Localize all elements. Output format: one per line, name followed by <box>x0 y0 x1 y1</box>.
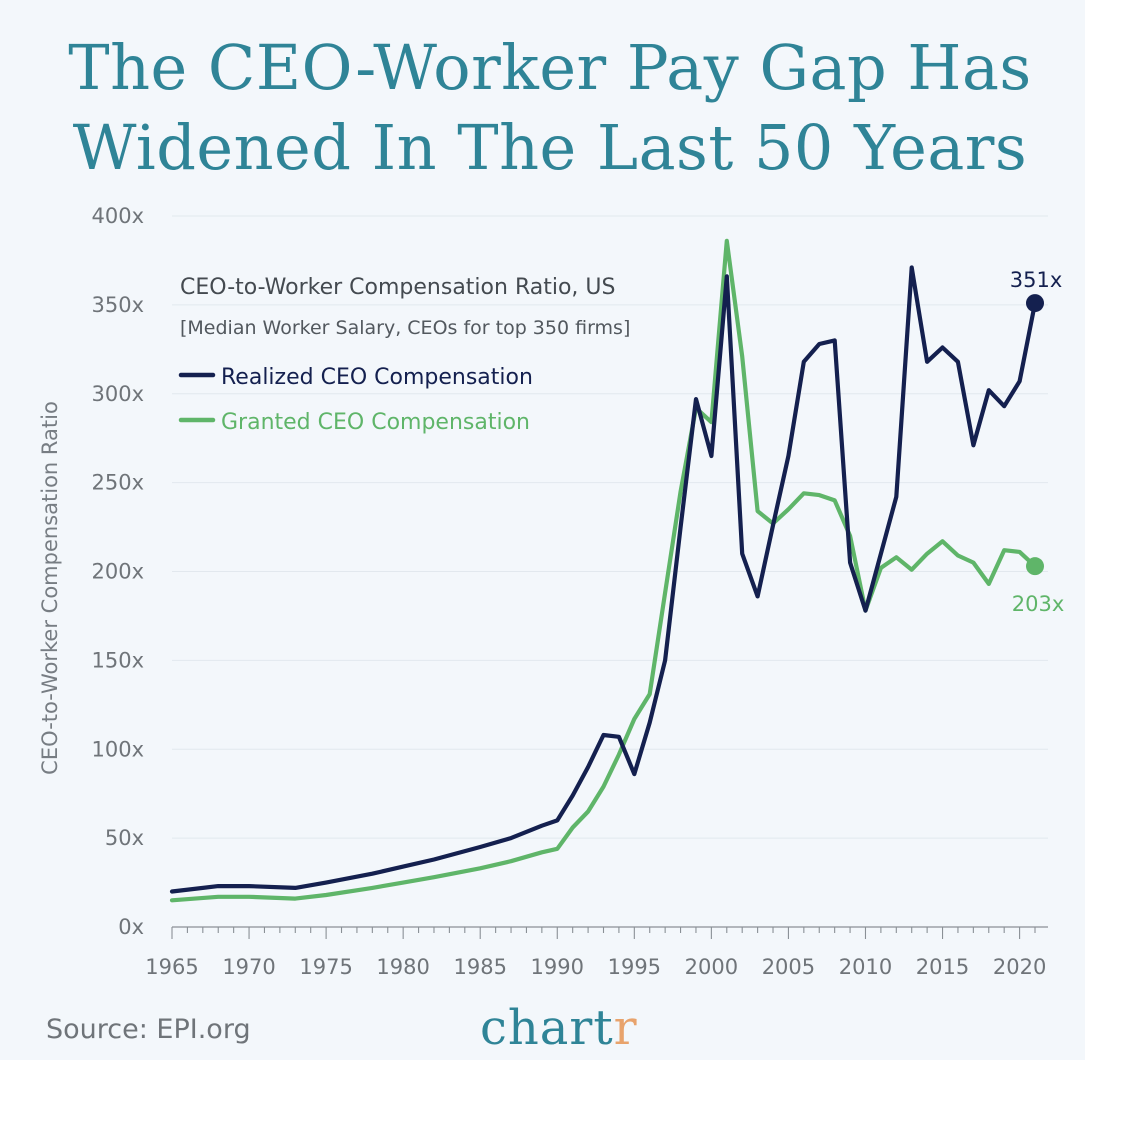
x-tick-label: 1995 <box>608 955 661 979</box>
y-tick-label: 50x <box>105 826 144 850</box>
chart-subtitle: [Median Worker Salary, CEOs for top 350 … <box>180 317 630 339</box>
series-line-granted <box>169 238 1038 903</box>
x-tick-label: 1990 <box>531 955 584 979</box>
x-tick-label: 2000 <box>685 955 738 979</box>
page-title: The CEO-Worker Pay Gap Has Widened In Th… <box>30 28 1070 188</box>
x-tick-label: 2010 <box>839 955 892 979</box>
series-line-realized <box>169 265 1038 894</box>
y-tick-label: 300x <box>91 382 144 406</box>
brand-logo-accent: r <box>613 1000 638 1056</box>
y-tick-label: 250x <box>91 471 144 495</box>
y-tick-label: 100x <box>91 737 144 761</box>
x-tick-label: 2020 <box>993 955 1046 979</box>
x-tick-label: 1985 <box>453 955 506 979</box>
source-credit: Source: EPI.org <box>46 1014 251 1045</box>
x-tick-label: 1980 <box>376 955 429 979</box>
legend: CEO-to-Worker Compensation Ratio, US [Me… <box>178 275 630 435</box>
title-line-1: The CEO-Worker Pay Gap Has <box>68 31 1032 104</box>
x-tick-label: 2015 <box>916 955 969 979</box>
series-end-point-granted <box>1026 557 1044 576</box>
x-tick-label: 1970 <box>222 955 275 979</box>
x-tick-label: 1965 <box>145 955 198 979</box>
chart-title: CEO-to-Worker Compensation Ratio, US <box>180 275 615 300</box>
y-tick-label: 400x <box>91 204 144 228</box>
brand-logo: chartr <box>480 1000 638 1056</box>
x-tick-label: 1975 <box>299 955 352 979</box>
legend-label-realized: Realized CEO Compensation <box>221 365 533 390</box>
x-axis: 1965 1970 1975 1980 1985 1990 1995 2000 2005 2010… <box>145 926 1048 979</box>
legend-label-granted: Granted CEO Compensation <box>221 410 530 435</box>
y-tick-label: 350x <box>91 293 144 317</box>
y-tick-label: 150x <box>91 648 144 672</box>
y-axis-label: CEO-to-Worker Compensation Ratio <box>38 401 62 775</box>
grid-lines <box>172 215 1048 839</box>
granted-end-label: 203x <box>1012 592 1065 616</box>
brand-logo-main: chart <box>480 1000 614 1056</box>
realized-end-label: 351x <box>1010 268 1063 292</box>
y-axis-ticks: 0x 50x 100x 150x 200x 250x 300x 350x 400x <box>91 204 144 939</box>
title-line-2: Widened In The Last 50 Years <box>72 111 1028 184</box>
series <box>169 238 1044 903</box>
series-end-point-realized <box>1026 294 1044 313</box>
y-tick-label: 0x <box>118 915 144 939</box>
chart-card <box>0 0 1085 1060</box>
y-tick-label: 200x <box>91 560 144 584</box>
x-tick-label: 2005 <box>762 955 815 979</box>
